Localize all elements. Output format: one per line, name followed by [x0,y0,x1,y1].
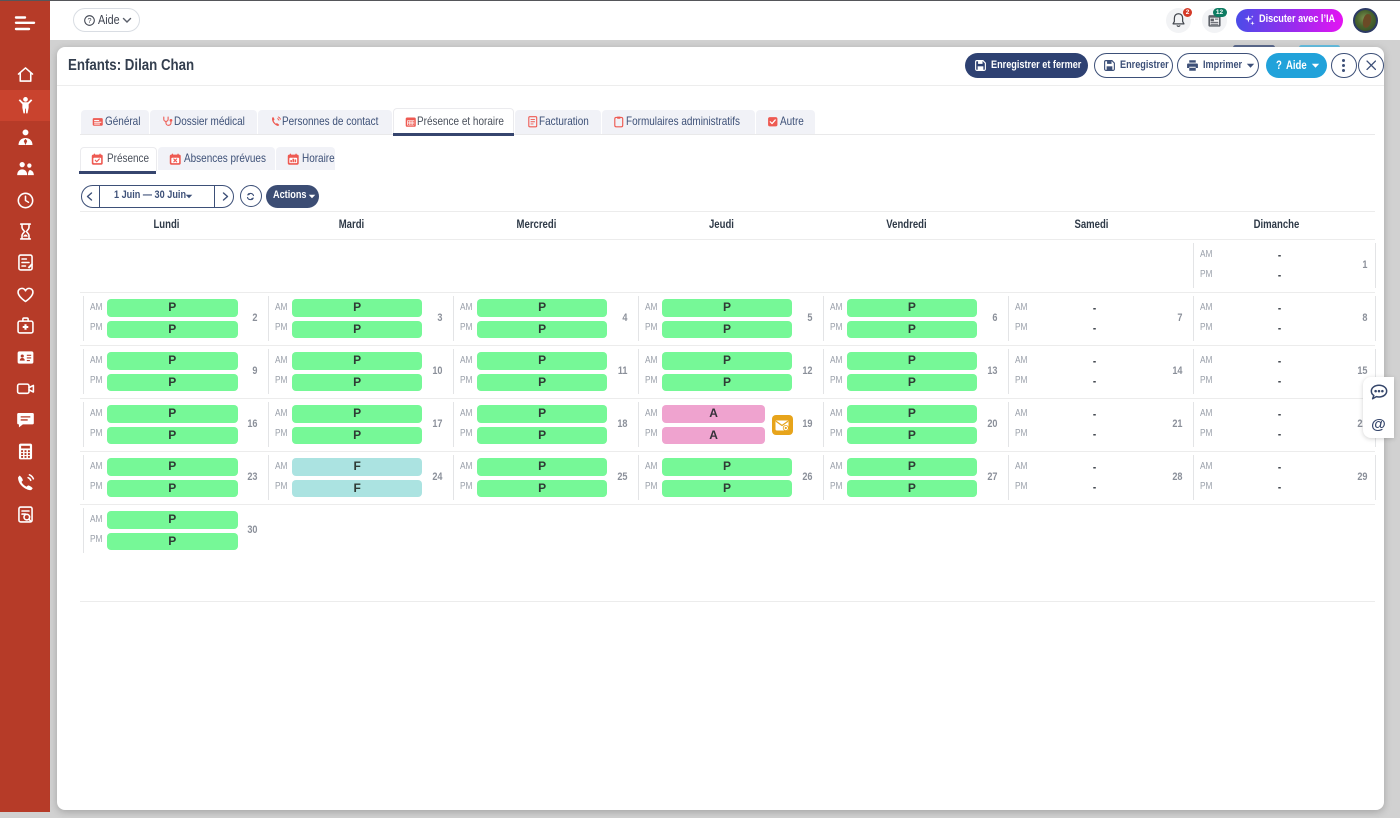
svg-text:?: ? [87,16,91,25]
